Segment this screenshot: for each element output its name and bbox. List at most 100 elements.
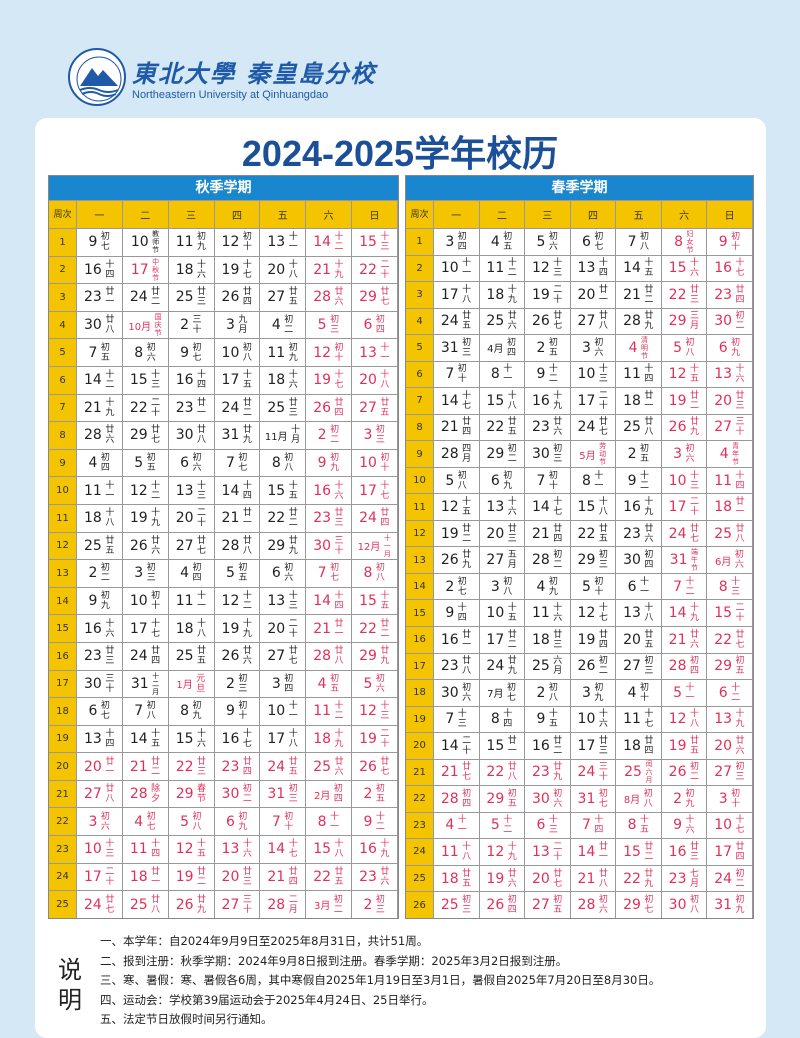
solar-date: 21 [440,764,459,781]
day-cell: 20 廿一 [77,753,123,780]
solar-date: 25 [714,525,733,542]
day-cell: 22 廿三 [662,282,708,308]
day-cell: 6 初七 [571,229,617,255]
solar-date: 15 [359,234,377,251]
lunar-date: 闰六月 [645,760,653,785]
solar-date: 10 [577,366,596,383]
weekday-header: 周次一二三四五六日 [406,200,753,228]
day-cell: 4 初十 [616,680,662,706]
solar-date: 24 [440,313,459,330]
solar-date: 16 [668,843,687,860]
day-cell: 18 廿五 [434,865,480,892]
day-cell: 6 初七 [77,698,123,725]
lunar-date: 十六 [553,603,563,624]
lunar-date: 十八 [689,709,699,730]
day-cell: 17 十七 [123,615,169,642]
lunar-date: 初八 [643,788,653,809]
notes-list: 一、本学年：自2024年9月9日至2025年8月31日，共计51周。 二、报到注… [100,932,660,1030]
solar-date: 3 [225,317,235,334]
day-cell: 19 十九 [215,615,261,642]
autumn-semester-title: 秋季学期 [49,176,398,200]
solar-date: 27 [714,419,733,436]
day-cell: 9 十四 [434,600,480,626]
week-row: 9 4 初四 5 初五 6 初六 7 初七 8 初八 9 初九 10 初十 [49,448,398,477]
solar-date: 23 [221,758,240,775]
solar-date: 24 [84,896,102,913]
solar-date: 12 [359,703,377,720]
solar-date: 4 [719,446,729,463]
day-cell: 14 十四 [215,477,261,504]
lunar-date: 十四 [503,709,513,730]
day-cell: 20 十八 [352,366,398,394]
day-cell: 10 十三 [571,361,617,388]
solar-date: 24 [486,658,505,675]
solar-date: 15 [267,482,286,499]
day-cell: 7 初十 [260,808,307,836]
solar-date: 15 [129,372,148,389]
day-cell: 12 十五 [434,494,480,520]
lunar-date: 中秋节 [152,257,160,282]
lunar-date: 初五 [639,444,649,465]
week-number: 4 [406,308,434,335]
solar-date: 20 [623,631,641,648]
week-row: 8 28 廿六 29 廿七 30 廿八 31 廿九 11月 十月 2 初二 3 初三 [49,421,398,449]
day-cell: 20 廿三 [480,520,526,547]
day-cell: 2 初五 [525,335,571,361]
solar-date: 26 [175,896,194,913]
solar-date: 25 [84,537,102,554]
solar-date: 29 [175,786,194,803]
day-cell: 14 十七 [260,836,307,863]
day-cell: 31 廿九 [215,422,261,449]
solar-date: 25 [440,897,459,914]
week-row: 16 16 廿一 17 廿二 18 廿三 19 廿四 20 廿五 21 廿六 22 廿七 [406,625,753,653]
lunar-date: 初五 [507,788,517,809]
day-cell: 27 廿七 [169,532,215,560]
solar-date: 23 [623,525,641,542]
lunar-date: 十七 [735,258,745,279]
week-row: 25 24 廿七 25 廿八 26 廿九 27 三十 28 二月 3月 初二 2 初三 [49,890,398,918]
lunar-date: 廿二 [197,866,207,887]
week-row: 11 12 十五 13 十六 14 十七 15 十八 16 十九 17 二十 18 廿一 [406,493,753,520]
day-cell: 27 廿五 [352,394,398,422]
lunar-date: 十八 [334,839,344,860]
day-cell: 30 初二 [707,308,753,335]
lunar-date: 十七 [462,390,472,411]
solar-date: 7 [317,565,327,582]
day-cell: 5 初五 [215,560,261,587]
lunar-date: 廿三 [598,735,608,756]
lunar-date: 初三 [288,784,298,805]
lunar-date: 初三 [462,895,472,916]
lunar-date: 廿三 [334,508,344,529]
solar-date: 2 [673,790,683,807]
lunar-date: 廿一 [105,756,115,777]
day-cell: 29 春节 [169,780,215,808]
solar-date: 3 [271,675,281,692]
solar-date: 13 [221,841,240,858]
solar-date: 18 [267,372,286,389]
solar-date: 12 [668,366,687,383]
day-cell: 27 初三 [707,759,753,786]
lunar-date: 二十 [380,728,390,749]
lunar-date: 十七 [644,709,654,730]
weekday-label: 四 [214,200,261,228]
lunar-date: 十九 [242,618,252,639]
solar-date: 10 [714,817,733,834]
solar-date: 17 [577,392,596,409]
solar-date: 7 [225,455,235,472]
day-cell: 30 初八 [662,892,708,918]
solar-date: 12 [486,843,505,860]
lunar-date: 初五 [330,673,340,694]
day-cell: 9 初九 [306,449,353,477]
solar-date: 13 [267,234,286,251]
lunar-date: 初十 [731,231,741,252]
lunar-date: 初七 [100,232,110,253]
solar-date: 18 [714,499,733,516]
solar-date: 16 [531,392,550,409]
solar-date: 2月 [313,790,331,802]
lunar-date: 初六 [192,453,202,474]
lunar-date: 十七 [735,815,745,836]
day-cell: 19 十九 [123,504,169,532]
weekday-label: 四 [570,200,617,228]
day-cell: 20 二十 [169,504,215,532]
day-cell: 17 十七 [352,477,398,504]
